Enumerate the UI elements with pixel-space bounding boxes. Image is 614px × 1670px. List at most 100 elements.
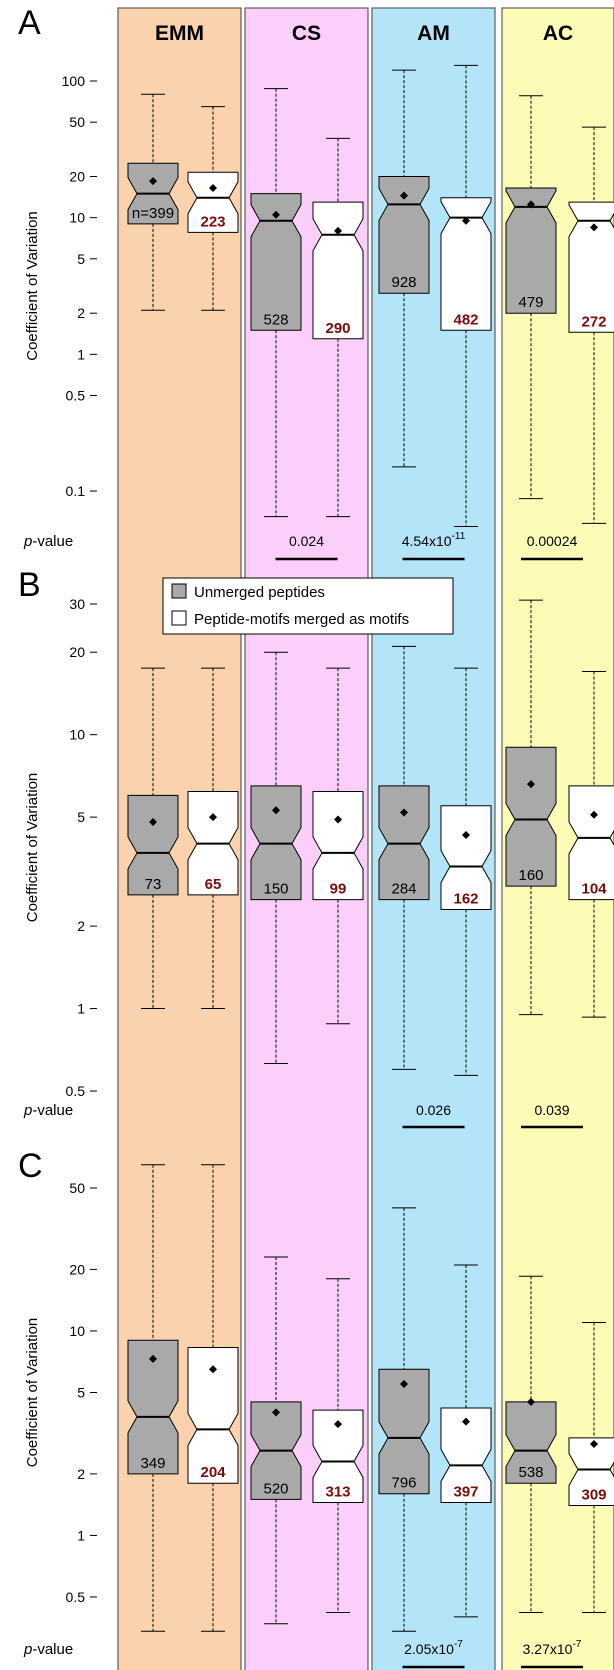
- count-label: 160: [518, 867, 543, 884]
- box-cs-merged: 99: [312, 667, 364, 1025]
- legend-label-unmerged: Unmerged peptides: [194, 584, 325, 601]
- box-emm-merged: 204: [187, 1164, 239, 1632]
- box-cs-unmerged: 528: [250, 88, 302, 518]
- mean-marker: [400, 808, 408, 817]
- group-title-emm: EMM: [155, 22, 204, 45]
- legend-box: [162, 577, 454, 635]
- y-axis-label: Coefficient of Variation: [24, 211, 41, 361]
- box-cs-unmerged: 150: [250, 651, 302, 1065]
- p-value-label: p-value: [23, 1102, 73, 1119]
- count-label: 397: [453, 1483, 478, 1500]
- p-value-label: p-value: [23, 1641, 73, 1658]
- count-label: 482: [453, 311, 478, 328]
- mean-marker: [272, 1408, 280, 1417]
- y-tick-label: 100: [62, 73, 86, 89]
- count-label: 928: [391, 274, 416, 291]
- y-tick-label: 0.5: [66, 1589, 86, 1605]
- p-value-base: 2.05x10: [404, 1641, 454, 1657]
- y-tick-label: 50: [69, 114, 85, 130]
- count-label: 290: [325, 320, 350, 337]
- mean-marker: [209, 183, 217, 192]
- count-label: n=399: [132, 205, 174, 222]
- box-body: [312, 791, 364, 901]
- p-value-label-rest: -value: [32, 1102, 73, 1119]
- box-am-unmerged: 928: [378, 69, 430, 468]
- p-value-label-rest: -value: [32, 1641, 73, 1658]
- p-value-label-p: p: [23, 1641, 32, 1658]
- box-am-merged: 397: [440, 1264, 492, 1618]
- y-tick-label: 2: [77, 305, 85, 321]
- p-value-ac: 3.27x10-7: [523, 1639, 582, 1657]
- box-ac-merged: 104: [568, 671, 614, 1018]
- mean-marker: [462, 831, 470, 840]
- group-title-am: AM: [417, 22, 450, 45]
- count-label: 349: [140, 1455, 165, 1472]
- p-value-label: p-value: [23, 533, 73, 550]
- y-tick-label: 1: [77, 346, 85, 362]
- y-tick-label: 1: [77, 1001, 85, 1017]
- count-label: 313: [325, 1483, 350, 1500]
- box-body: [378, 1368, 430, 1495]
- y-axis-label: Coefficient of Variation: [24, 773, 41, 923]
- box-body: [505, 187, 557, 314]
- y-tick-label: 10: [69, 727, 85, 743]
- mean-marker: [149, 177, 157, 186]
- panel-b: B 30 20 10 5 2 1 0.5 Coefficient of Variation p-v…: [18, 566, 614, 1129]
- box-emm-unmerged: 73: [127, 667, 179, 1010]
- box-body: [440, 1407, 492, 1503]
- mean-marker: [334, 1420, 342, 1429]
- y-tick-label: 2: [77, 1466, 85, 1482]
- p-value-exponent: -7: [454, 1639, 463, 1650]
- box-ac-unmerged: 160: [505, 599, 557, 1016]
- box-am-unmerged: 796: [378, 1207, 430, 1632]
- p-value-ac: 0.00024: [527, 533, 578, 549]
- p-value-label-p: p: [23, 533, 32, 550]
- p-value-am: 0.026: [416, 1102, 451, 1118]
- y-tick-label: 50: [69, 1180, 85, 1196]
- count-label: 528: [263, 311, 288, 328]
- y-tick-label: 20: [69, 169, 85, 185]
- p-value-label-p: p: [23, 1102, 32, 1119]
- y-tick-label: 5: [77, 1385, 85, 1401]
- box-body: [505, 1401, 557, 1484]
- count-label: 796: [391, 1475, 416, 1492]
- y-tick-label: 1: [77, 1527, 85, 1543]
- box-cs-merged: 313: [312, 1278, 364, 1613]
- count-label: 99: [330, 881, 347, 898]
- count-label: 162: [453, 890, 478, 907]
- box-cs-unmerged: 520: [250, 1256, 302, 1625]
- box-body: [568, 1437, 614, 1507]
- mean-marker: [527, 1397, 535, 1406]
- mean-marker: [527, 780, 535, 789]
- box-ac-merged: 272: [568, 126, 614, 524]
- count-label: 272: [581, 313, 606, 330]
- y-tick-label: 0.5: [66, 387, 86, 403]
- mean-marker: [527, 200, 535, 209]
- y-tick-label: 20: [69, 644, 85, 660]
- legend-label-merged: Peptide-motifs merged as motifs: [194, 611, 409, 628]
- p-value-label-rest: -value: [32, 533, 73, 550]
- box-body: [440, 805, 492, 910]
- box-ac-merged: 309: [568, 1321, 614, 1613]
- mean-marker: [334, 815, 342, 824]
- mean-marker: [149, 817, 157, 826]
- p-value-exponent: -11: [452, 531, 466, 542]
- count-label: 284: [391, 881, 416, 898]
- box-body: [127, 1339, 179, 1475]
- legend-swatch-unmerged: [171, 583, 187, 599]
- group-title-cs: CS: [292, 22, 321, 45]
- y-tick-label: 0.1: [66, 483, 86, 499]
- p-value-am: 2.05x10-7: [404, 1639, 463, 1657]
- mean-marker: [209, 1365, 217, 1374]
- mean-marker: [334, 226, 342, 235]
- y-axis-label: Coefficient of Variation: [24, 1318, 41, 1468]
- box-cs-merged: 290: [312, 137, 364, 518]
- mean-marker: [462, 1417, 470, 1426]
- y-tick-label: 2: [77, 918, 85, 934]
- box-ac-unmerged: 479: [505, 95, 557, 500]
- box-body: [505, 746, 557, 887]
- group-titles: EMM CS AM AC: [155, 22, 573, 45]
- panel-letter: B: [18, 566, 41, 604]
- y-tick-label: 0.5: [66, 1083, 86, 1099]
